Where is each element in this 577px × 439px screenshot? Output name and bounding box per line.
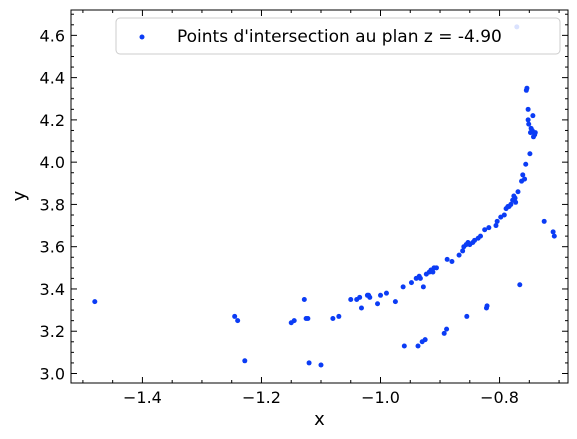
data-point	[301, 297, 307, 303]
data-point	[525, 117, 531, 123]
data-point	[494, 218, 500, 224]
data-point	[482, 227, 488, 233]
data-point	[486, 225, 492, 231]
data-point	[530, 113, 536, 119]
legend-marker	[139, 34, 145, 40]
data-point	[520, 172, 526, 178]
data-point	[367, 294, 373, 300]
data-point	[306, 360, 312, 366]
data-point	[348, 297, 354, 303]
data-point	[478, 233, 483, 239]
data-point	[517, 282, 523, 288]
y-tick-label: 4.6	[40, 26, 65, 45]
y-tick-label: 4.4	[40, 69, 65, 88]
data-point	[532, 130, 538, 136]
data-point	[441, 330, 447, 336]
data-point	[460, 248, 466, 254]
legend-box	[115, 17, 561, 55]
data-point	[235, 318, 241, 324]
data-point	[515, 189, 521, 195]
data-point	[550, 229, 556, 235]
x-tick-label: −1.4	[123, 388, 162, 407]
legend-label: Points d'intersection au plan z = -4.90	[177, 27, 502, 47]
legend: Points d'intersection au plan z = -4.90	[115, 17, 561, 55]
data-point	[430, 269, 436, 275]
x-tick-label: −1.2	[242, 388, 281, 407]
data-point	[305, 316, 311, 322]
data-point	[522, 176, 528, 182]
data-point	[523, 161, 529, 167]
y-tick-label: 3.6	[40, 238, 65, 257]
data-point	[526, 121, 532, 127]
data-point	[444, 256, 450, 262]
y-tick-label: 4.2	[40, 111, 65, 130]
data-point	[456, 252, 462, 258]
data-point	[422, 337, 428, 343]
data-point	[408, 280, 414, 286]
data-point	[513, 199, 519, 205]
data-point	[358, 305, 364, 311]
plot-area	[70, 9, 569, 384]
x-axis-label: x	[314, 409, 325, 430]
data-point	[330, 316, 336, 322]
y-tick-label: 3.0	[40, 364, 65, 383]
data-point	[449, 258, 455, 264]
data-point	[493, 223, 499, 229]
data-point	[508, 201, 514, 207]
data-point	[383, 290, 389, 296]
points-layer	[92, 24, 557, 368]
data-point	[433, 265, 439, 271]
data-point	[524, 85, 530, 91]
data-point	[400, 284, 406, 290]
y-tick-label: 3.4	[40, 280, 65, 299]
data-point	[501, 212, 507, 218]
y-tick-label: 3.8	[40, 195, 65, 214]
data-point	[527, 151, 533, 157]
y-axis-label: y	[9, 190, 30, 201]
data-point	[392, 299, 398, 305]
data-point	[336, 313, 342, 319]
x-tick-label: −0.8	[480, 388, 519, 407]
data-point	[417, 275, 423, 281]
data-point	[541, 218, 547, 224]
data-point	[291, 318, 297, 324]
data-point	[357, 294, 363, 300]
data-point	[242, 358, 248, 364]
data-point	[444, 326, 450, 332]
data-point	[420, 284, 426, 290]
data-point	[415, 343, 421, 349]
y-tick-label: 3.2	[40, 322, 65, 341]
data-point	[464, 313, 470, 319]
data-point	[484, 303, 490, 309]
data-point	[525, 106, 531, 112]
data-point	[551, 233, 557, 239]
y-tick-label: 4.0	[40, 153, 65, 172]
data-point	[232, 313, 238, 319]
x-tick-label: −1.0	[361, 388, 400, 407]
data-point	[378, 292, 384, 298]
data-point	[512, 195, 518, 201]
data-point	[92, 299, 98, 305]
ticks-layer: −1.4 −1.2 −1.0 −0.8 3.0 3.2 3.4 3.6 3.8 4.0 4.2 4.4…	[40, 10, 568, 407]
data-point	[401, 343, 407, 349]
data-point	[318, 362, 324, 368]
data-point	[375, 301, 381, 307]
